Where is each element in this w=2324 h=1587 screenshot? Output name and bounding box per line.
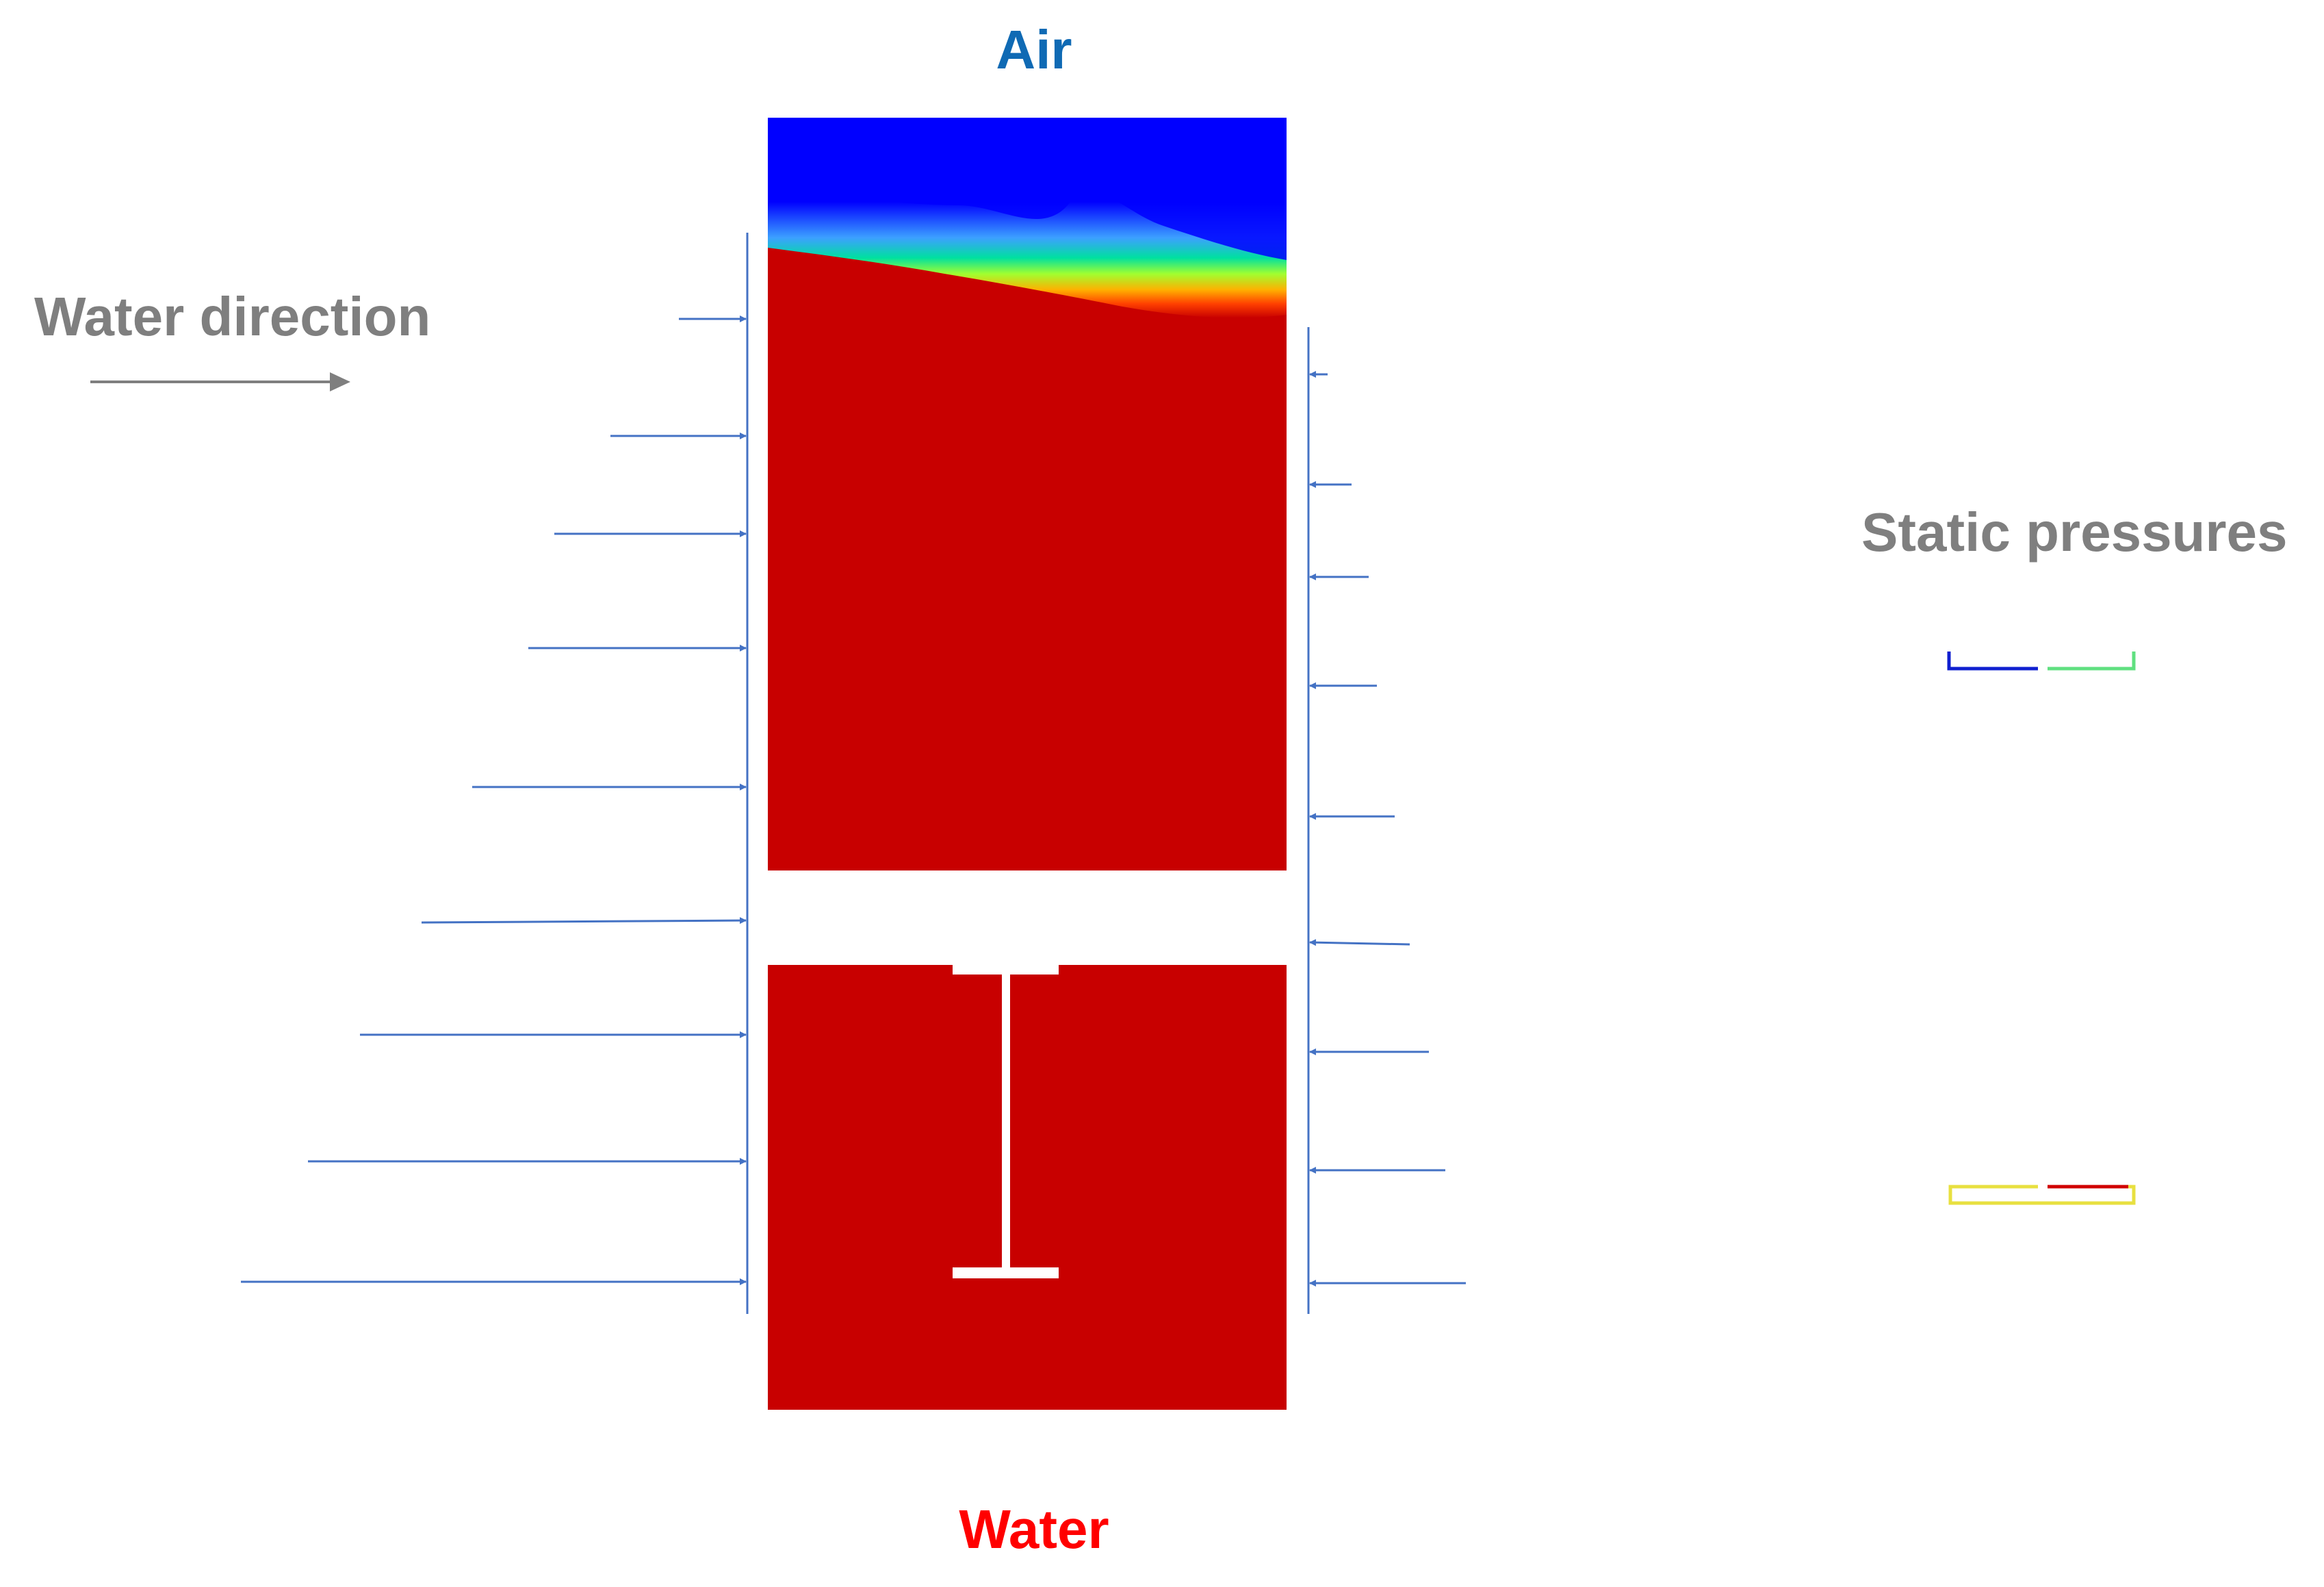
i-beam-icon: [953, 964, 1059, 1278]
water-label: Water: [959, 1499, 1109, 1560]
water-direction-label: Water direction: [34, 286, 430, 347]
left-arrow-6: [421, 917, 747, 925]
upper-domain: [768, 118, 1287, 870]
right-pressure-arrows: [1309, 371, 1466, 1287]
right-arrow-6: [1309, 939, 1410, 946]
static-pressures-label: Static pressures: [1861, 502, 2288, 563]
arrow-right-icon: [90, 372, 350, 391]
air-label: Air: [996, 19, 1072, 80]
static-pressure-beam: [1947, 651, 2136, 1205]
left-pressure-arrows: [241, 315, 747, 1285]
lower-domain: [768, 964, 1287, 1410]
